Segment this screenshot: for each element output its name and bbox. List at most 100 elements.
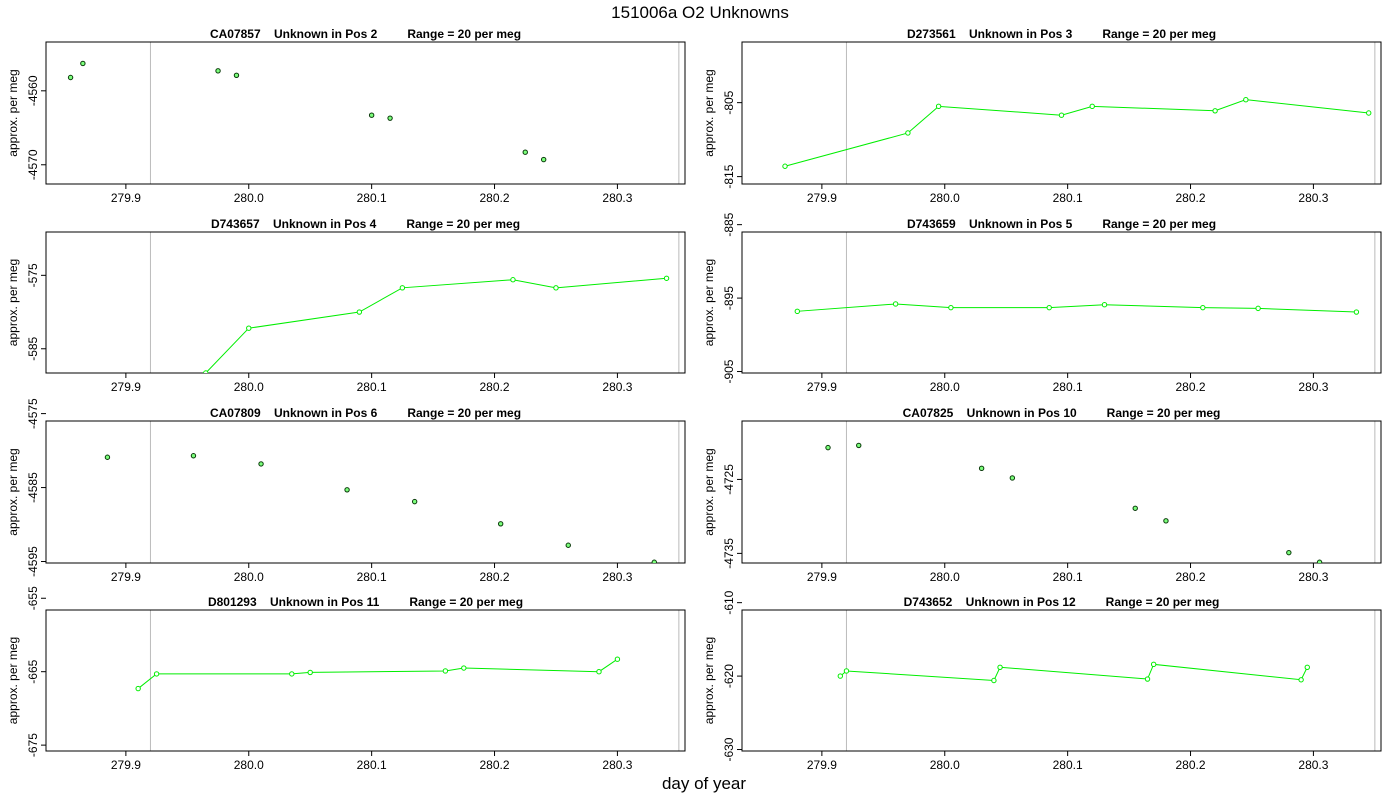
y-axis-label: approx. per meg <box>702 448 716 535</box>
x-tick-label: 279.9 <box>807 758 837 772</box>
data-point <box>935 103 942 110</box>
panel-title: D743652 Unknown in Pos 12 Range = 20 per… <box>904 595 1220 609</box>
y-tick-label: -610 <box>722 590 736 614</box>
data-point <box>442 668 449 674</box>
x-axis-label: day of year <box>661 774 747 793</box>
x-tick-label: 280.2 <box>1176 380 1206 394</box>
panel-title: D743657 Unknown in Pos 4 Range = 20 per … <box>211 217 520 231</box>
data-point <box>948 304 954 311</box>
data-point <box>782 163 788 169</box>
x-tick-label: 280.0 <box>930 570 960 584</box>
data-point <box>1353 309 1360 315</box>
x-tick-label: 280.1 <box>1053 570 1083 584</box>
y-axis-label: approx. per meg <box>6 637 20 724</box>
y-axis-label: approx. per meg <box>6 448 20 535</box>
x-tick-label: 280.2 <box>480 380 510 394</box>
data-point <box>190 453 197 459</box>
data-point <box>1150 661 1157 668</box>
y-axis-label: approx. per meg <box>702 637 716 724</box>
data-point <box>497 521 504 527</box>
panel-3: D743657 Unknown in Pos 4 Range = 20 per … <box>6 217 686 394</box>
series-group <box>782 96 1372 169</box>
panel-2: D273561 Unknown in Pos 3 Range = 20 per … <box>702 27 1382 205</box>
data-point <box>215 68 221 74</box>
data-point <box>368 112 375 118</box>
plot-frame <box>45 420 686 564</box>
data-point <box>1009 475 1016 481</box>
y-tick-label: -905 <box>722 359 736 383</box>
data-point <box>307 669 313 676</box>
data-point <box>1132 505 1138 511</box>
x-tick-label: 280.2 <box>480 758 510 772</box>
panel-title: D273561 Unknown in Pos 3 Range = 20 per … <box>907 27 1216 41</box>
y-tick-label: -4560 <box>26 75 40 106</box>
data-point <box>540 156 547 163</box>
x-tick-label: 280.2 <box>480 570 510 584</box>
y-tick-label: -805 <box>722 90 736 114</box>
x-tick-label: 279.9 <box>807 570 837 584</box>
panel-4: D743659 Unknown in Pos 5 Range = 20 per … <box>702 212 1382 394</box>
plot-frame <box>741 420 1382 564</box>
data-point <box>1316 559 1323 563</box>
data-point <box>997 664 1003 670</box>
series-group <box>135 656 621 692</box>
x-tick-label: 280.1 <box>1053 380 1083 394</box>
plot-frame <box>45 231 686 374</box>
plot-frame <box>741 231 1382 374</box>
data-point <box>794 308 800 315</box>
panel-7: D801293 Unknown in Pos 11 Range = 20 per… <box>6 586 686 772</box>
x-tick-label: 280.1 <box>357 191 387 205</box>
y-tick-label: -4735 <box>722 538 736 569</box>
y-tick-label: -895 <box>722 286 736 310</box>
x-tick-label: 280.2 <box>1176 570 1206 584</box>
x-tick-label: 279.9 <box>807 380 837 394</box>
x-tick-label: 280.0 <box>930 191 960 205</box>
data-point <box>663 275 670 281</box>
data-point <box>356 309 363 315</box>
panel-title: D801293 Unknown in Pos 11 Range = 20 per… <box>208 595 523 609</box>
panel-5: CA07809 Unknown in Pos 6 Range = 20 per … <box>6 398 686 584</box>
data-point <box>892 301 899 307</box>
x-tick-label: 280.0 <box>234 191 264 205</box>
data-point <box>1200 304 1206 311</box>
data-point <box>905 130 911 136</box>
series-group <box>104 453 657 563</box>
data-point <box>246 325 252 331</box>
data-point <box>344 487 350 493</box>
y-tick-label: -620 <box>722 664 736 688</box>
data-point <box>978 465 985 472</box>
series-line <box>784 99 1369 167</box>
panel-title: CA07857 Unknown in Pos 2 Range = 20 per … <box>210 27 521 41</box>
x-tick-label: 280.3 <box>1298 191 1328 205</box>
y-tick-label: -575 <box>26 263 40 287</box>
y-axis-label: approx. per meg <box>6 69 20 156</box>
data-point <box>510 277 516 283</box>
x-tick-label: 280.3 <box>1298 758 1328 772</box>
data-point <box>1101 302 1108 308</box>
y-tick-label: -4570 <box>26 149 40 180</box>
series-line <box>205 277 667 373</box>
x-tick-label: 280.0 <box>930 380 960 394</box>
x-tick-label: 280.1 <box>357 758 387 772</box>
data-point <box>1058 112 1065 118</box>
series-line <box>797 303 1357 313</box>
series-line <box>137 658 618 689</box>
data-point <box>856 442 862 449</box>
data-point <box>1212 108 1218 114</box>
data-point <box>1366 110 1372 116</box>
x-tick-label: 280.0 <box>234 380 264 394</box>
x-tick-label: 280.1 <box>1053 191 1083 205</box>
data-point <box>104 454 111 460</box>
y-tick-label: -815 <box>722 164 736 188</box>
x-tick-label: 280.0 <box>234 758 264 772</box>
y-tick-label: -4725 <box>722 464 736 495</box>
x-tick-label: 279.9 <box>807 191 837 205</box>
y-tick-label: -665 <box>26 659 40 683</box>
x-tick-label: 280.0 <box>234 570 264 584</box>
x-tick-label: 280.3 <box>602 380 632 394</box>
x-tick-label: 279.9 <box>111 380 141 394</box>
data-point <box>289 671 295 677</box>
data-point <box>843 668 850 674</box>
x-tick-label: 279.9 <box>111 758 141 772</box>
